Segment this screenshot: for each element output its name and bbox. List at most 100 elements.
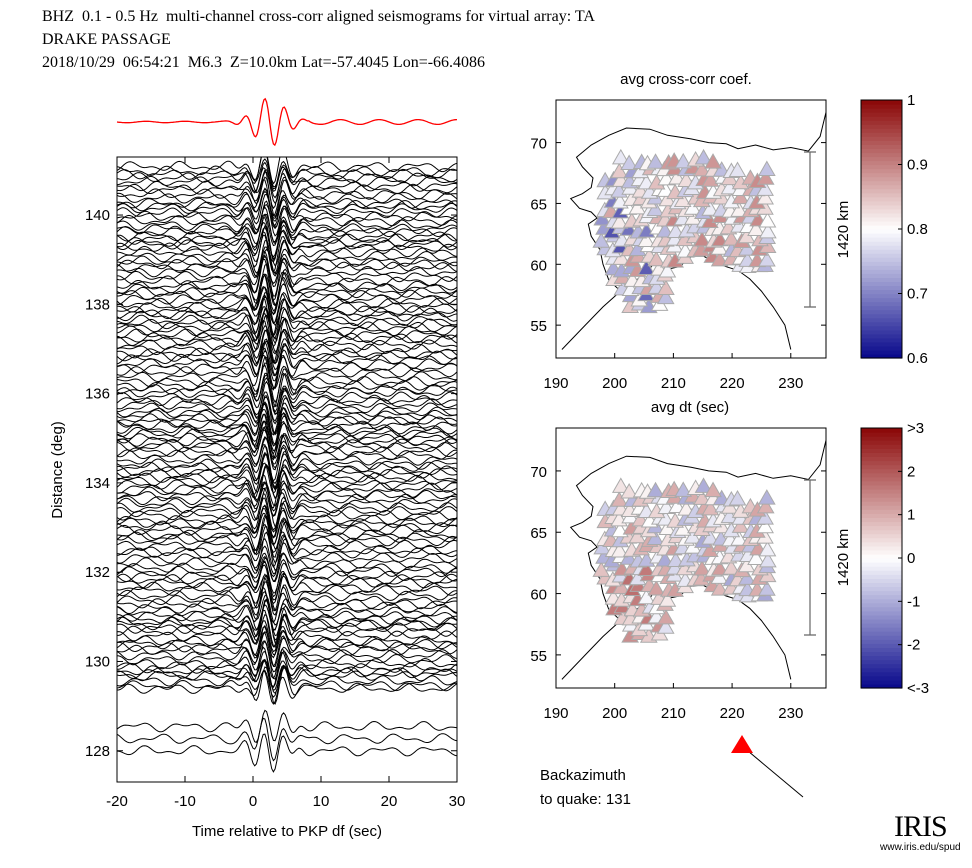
colorbar-segment (861, 663, 902, 669)
seismogram-trace (117, 542, 457, 575)
seismogram-trace (117, 306, 457, 337)
colorbar-segment (861, 140, 902, 145)
station-triangle-icon (704, 153, 722, 169)
station-triangle-icon (722, 559, 741, 575)
station-triangle-icon (677, 171, 696, 188)
scale-bar (804, 479, 816, 636)
lon-tick-label: 220 (720, 705, 745, 722)
colorbar-segment (861, 436, 902, 441)
seismogram-trace (117, 319, 457, 364)
colorbar-segment (861, 192, 902, 198)
station-triangle-icon (620, 154, 638, 170)
colorbar-segment (861, 216, 902, 222)
colorbar-segment (861, 265, 902, 270)
y-tick-label: 130 (85, 653, 110, 670)
seismogram-trace (117, 630, 457, 657)
station-triangle-icon (668, 497, 686, 514)
colorbar-segment (861, 220, 902, 226)
seismogram-trace (117, 329, 457, 367)
seismogram-trace (117, 453, 457, 485)
colorbar-segment (861, 249, 902, 254)
title-line-1: BHZ 0.1 - 0.5 Hz multi-channel cross-cor… (42, 8, 595, 25)
station-triangle-icon (658, 591, 677, 607)
colorbar-segment (861, 533, 902, 539)
seismogram-trace (117, 412, 457, 455)
colorbar-segment (861, 614, 902, 620)
station-triangle-icon (611, 148, 630, 165)
lat-tick-label: 55 (530, 648, 547, 665)
coastline (569, 112, 826, 292)
station-triangle-icon (758, 222, 777, 239)
lat-tick-label: 55 (530, 318, 547, 335)
station-triangle-icon (683, 528, 702, 544)
station-triangle-icon (610, 162, 629, 179)
backazimuth-line (741, 745, 804, 798)
station-triangle-icon (701, 529, 720, 545)
colorbar-segment (861, 627, 902, 632)
colorbar-segment (861, 525, 902, 531)
colorbar-segment (861, 493, 902, 498)
station-triangle-icon (747, 220, 765, 236)
y-tick-label: 138 (85, 296, 110, 313)
colorbar-segment (861, 152, 902, 158)
station-triangle-icon (612, 249, 631, 265)
station-triangle-icon (757, 160, 776, 177)
colorbar-segment (861, 345, 902, 351)
colorbar-segment (861, 488, 902, 494)
seismogram-traces (117, 157, 457, 773)
colorbar-segment (861, 297, 902, 303)
station-triangle-icon (658, 261, 677, 278)
x-tick-label: 10 (313, 793, 330, 810)
seismogram-ticks: -20 -10 0 10 20 30 128 130 132 134 136 138 140 (85, 157, 465, 810)
station-triangle-icon (673, 191, 692, 207)
colorbar-tick-label: <-3 (907, 680, 929, 697)
station-triangle-icon (656, 618, 675, 634)
colorbar-segment (861, 631, 902, 636)
seismogram-trace (117, 427, 457, 459)
seismogram-trace (117, 338, 457, 371)
colorbar-segment (861, 321, 902, 327)
seismogram-trace (117, 507, 457, 545)
colorbar-segment (861, 168, 902, 174)
colorbar-segment (861, 456, 902, 462)
station-triangle-icon (674, 152, 693, 169)
colorbar-segment (861, 671, 902, 677)
seismogram-trace (117, 552, 457, 582)
station-triangle-icon (730, 201, 748, 217)
seismogram-trace (117, 193, 457, 228)
seismogram-trace (117, 167, 457, 210)
map-content (561, 440, 826, 680)
seismogram-trace (117, 329, 457, 365)
station-triangle-icon (710, 230, 729, 247)
station-triangle-icon (701, 200, 720, 216)
colorbar-segment (861, 176, 902, 182)
lon-tick-label: 220 (720, 375, 745, 392)
colorbar-segment (861, 237, 902, 242)
seismogram-trace (117, 273, 457, 316)
seismogram-trace (117, 463, 457, 493)
colorbar-segment (861, 517, 902, 523)
backazimuth-indicator: Backazimuth to quake: 131 (540, 735, 804, 808)
seismogram-trace (117, 552, 457, 578)
seismogram-trace (117, 394, 457, 425)
colorbar-segment (861, 108, 902, 113)
seismogram-trace (117, 349, 457, 382)
title-line-3: 2018/10/29 06:54:21 M6.3 Z=10.0km Lat=-5… (42, 54, 486, 71)
seismogram-trace (117, 480, 457, 512)
colorbar-segment (861, 623, 902, 628)
colorbar-segment (861, 598, 902, 604)
seismogram-trace (117, 640, 457, 673)
colorbar-segment (861, 337, 902, 343)
seismogram-trace (117, 470, 457, 509)
seismogram-trace (117, 646, 457, 688)
colorbar-segment (861, 570, 902, 575)
map-frame (555, 427, 827, 689)
seismogram-trace (117, 444, 457, 482)
station-triangle-icon (722, 230, 741, 246)
station-triangle-icon (694, 148, 713, 165)
colorbar-segment (861, 497, 902, 502)
seismogram-trace (117, 307, 457, 341)
colorbar-segment (861, 553, 902, 559)
station-triangle-icon (677, 500, 696, 516)
lat-tick-label: 65 (530, 525, 547, 542)
